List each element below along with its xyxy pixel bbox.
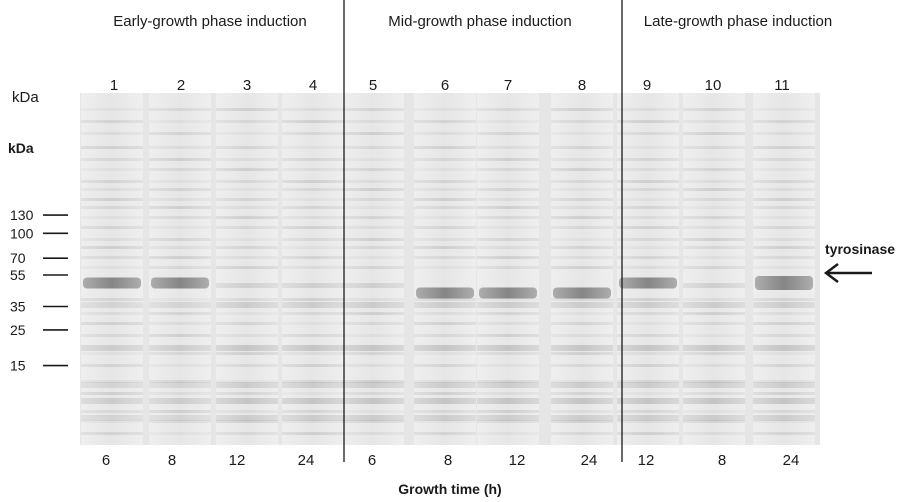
lane-growth-time: 6 [102,452,110,469]
lane-number: 2 [177,77,185,94]
lane-shading [753,93,815,445]
marker-label: 130 [10,207,34,223]
lane-shading [282,93,344,445]
marker-label: 55 [10,267,26,283]
marker-label: 25 [10,322,26,338]
tyrosinase-label: tyrosinase [825,241,895,257]
phase-title-early: Early-growth phase induction [113,13,306,30]
lane-number: 9 [643,77,651,94]
lane-shading [477,93,539,445]
lane-shading [683,93,745,445]
phase-title-mid: Mid-growth phase induction [388,13,571,30]
phase-title-late: Late-growth phase induction [644,13,832,30]
lane-number: 6 [441,77,449,94]
marker-label: 35 [10,299,26,315]
lane-number: 1 [110,77,118,94]
lane-number: 11 [774,77,790,94]
lane-shading [216,93,278,445]
lane-growth-time: 12 [229,452,246,469]
growth-time-labels: 6 8 12 24 6 8 12 24 12 8 24 [102,452,800,469]
lane-growth-time: 12 [638,452,655,469]
lane-growth-time: 24 [783,452,800,469]
lane-shading [414,93,476,445]
marker-label: 15 [10,358,26,374]
lane-number: 7 [504,77,512,94]
lane-growth-time: 24 [581,452,598,469]
lane-growth-time: 24 [298,452,315,469]
lane-shading [617,93,679,445]
lane-growth-time: 8 [718,452,726,469]
lane-shading [551,93,613,445]
lane-number: 8 [578,77,586,94]
lane-number: 5 [369,77,377,94]
lane-growth-time: 6 [368,452,376,469]
marker-label: 70 [10,250,26,266]
lane-shading [342,93,404,445]
top-kda-label: kDa [12,89,39,106]
x-axis-label: Growth time (h) [398,481,501,497]
lane-shading [149,93,211,445]
lane-number: 3 [243,77,251,94]
lane-shading [81,93,143,445]
lane-growth-time: 12 [509,452,526,469]
marker-kda-label: kDa [8,140,34,156]
lane-numbers: 1 2 3 4 5 6 7 8 9 10 11 [110,77,790,94]
lane-growth-time: 8 [444,452,452,469]
gel-bands [81,93,815,445]
lane-number: 4 [309,77,317,94]
lane-number: 10 [705,77,722,94]
tyrosinase-arrow-icon [823,263,872,283]
lane-growth-time: 8 [168,452,176,469]
marker-label: 100 [10,225,34,241]
